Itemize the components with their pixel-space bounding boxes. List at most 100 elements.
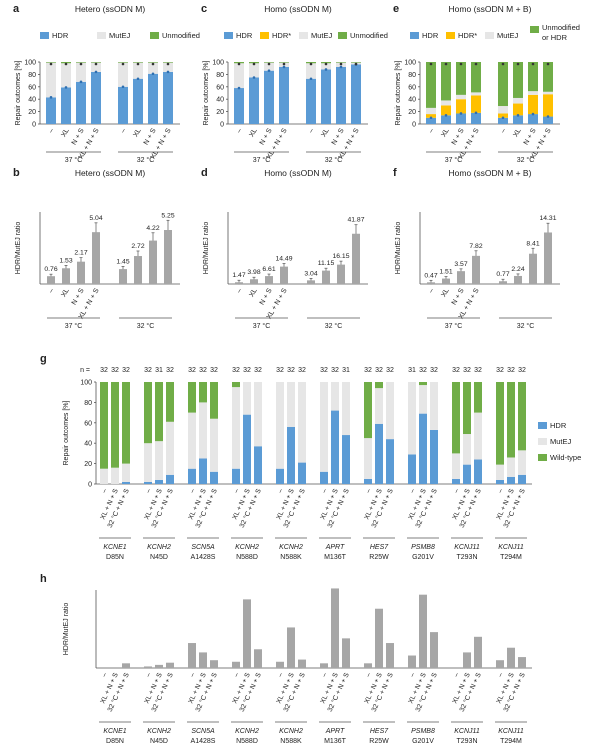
x-tick-label-h: – [497, 672, 505, 679]
data-point-e [531, 62, 535, 66]
n-value-g: 32 [188, 367, 196, 374]
bar-segment-c [351, 64, 361, 124]
y-axis-title-b: HDR/MutEJ ratio [15, 222, 22, 275]
ratio-bar-h [507, 647, 515, 668]
n-value-g: 31 [342, 367, 350, 374]
mutation-label-g: D85N [106, 554, 124, 561]
x-tick-label-e: – [500, 127, 508, 134]
ratio-bar-f [514, 275, 522, 284]
hdr-segment-g [210, 471, 218, 484]
x-tick-label-g: – [409, 488, 417, 495]
x-tick-label-c: N + S [331, 127, 346, 146]
y-e-tick-label: 0 [412, 122, 416, 129]
panel-letter-d: d [201, 167, 208, 179]
y-g-tick-label: 0 [88, 482, 92, 489]
x-tick-label-g: – [497, 488, 505, 495]
hdr-segment-g [298, 462, 306, 484]
hdr-segment-g [254, 446, 262, 484]
value-label-d: 16.15 [332, 253, 349, 260]
hdr-segment-g [144, 481, 152, 484]
ratio-bar-b [62, 268, 70, 284]
data-point-e [516, 114, 520, 117]
n-value-g: 32 [452, 367, 460, 374]
panel-letter-f: f [393, 167, 397, 179]
ratio-bar-h [419, 594, 427, 668]
temp-label-b: 32 °C [137, 322, 155, 330]
bar-segment-c [321, 62, 331, 64]
y-c-tick-label: 20 [216, 109, 224, 116]
wildtype-segment-g [496, 382, 504, 465]
x-tick-label-h: – [277, 672, 285, 679]
n-value-g: 32 [386, 367, 394, 374]
n-value-g: 32 [419, 367, 427, 374]
bar-segment-e [471, 112, 481, 124]
n-value-g: 32 [243, 367, 251, 374]
data-point-c [252, 76, 256, 79]
bar-segment-e [528, 114, 538, 124]
bar-segment-e [441, 115, 451, 124]
data-point-c [282, 65, 286, 69]
y-g-tick-label: 60 [84, 420, 92, 427]
y-c-tick-label: 80 [216, 72, 224, 79]
data-point-a [94, 62, 98, 66]
data-point-a [166, 62, 170, 66]
data-point-e [516, 62, 520, 66]
data-point-e [459, 112, 463, 115]
y-a-tick-label: 40 [28, 97, 36, 104]
bar-segment-e [513, 62, 523, 98]
data-point-c [267, 69, 271, 72]
legend-wildtype-g-label: Wild-type [550, 453, 581, 462]
ratio-bar-f [472, 255, 480, 284]
panel-title-b: Hetero (ssODN M) [75, 168, 146, 178]
mutation-label-h: N45D [150, 738, 168, 745]
gene-name-g: KCNH2 [279, 544, 303, 551]
legend-unmod-hdr-label-e: Unmodified [542, 23, 580, 32]
hdr-segment-g [375, 423, 383, 484]
y-axis-title-f: HDR/MutEJ ratio [395, 222, 402, 275]
panel-letter-g: g [40, 353, 47, 365]
n-value-g: 32 [144, 367, 152, 374]
x-tick-label-a: – [120, 127, 128, 134]
hdr-segment-g [122, 481, 130, 484]
data-point-c [339, 65, 343, 69]
x-tick-label-e: XL [440, 127, 450, 138]
ratio-bar-b [47, 276, 55, 284]
x-tick-label-f: N + S [451, 287, 466, 306]
mutej-segment-g [474, 412, 482, 460]
bar-segment-c [306, 63, 316, 79]
ratio-bar-b [77, 261, 85, 284]
bar-segment-e [543, 62, 553, 92]
value-label-d: 1.47 [232, 272, 245, 279]
y-a-tick-label: 80 [28, 72, 36, 79]
bar-segment-e [441, 62, 451, 101]
legend-unmod-a-label: Unmodified [162, 31, 200, 40]
value-label-f: 7.82 [469, 243, 482, 250]
x-tick-label-d: – [236, 287, 244, 294]
data-point-e [444, 114, 448, 117]
n-value-g: 32 [364, 367, 372, 374]
n-prefix-g: n = [80, 367, 90, 374]
bar-segment-e [426, 62, 436, 108]
bar-segment-c [264, 62, 274, 63]
bar-segment-a [163, 62, 173, 72]
bar-segment-a [163, 71, 173, 124]
bar-segment-c [306, 78, 316, 124]
data-point-a [64, 62, 68, 66]
y-a-tick-label: 60 [28, 84, 36, 91]
data-point-c [282, 62, 286, 66]
gene-name-g: PSMB8 [411, 544, 435, 551]
x-tick-label-g: – [233, 488, 241, 495]
wildtype-segment-g [188, 382, 196, 413]
mutej-segment-g [298, 382, 306, 463]
y-axis-title-c: Repair outcomes [%] [203, 60, 210, 125]
temp-label-a: 37 °C [65, 156, 83, 164]
ratio-bar-b [92, 232, 100, 284]
mutej-segment-g [243, 382, 251, 415]
data-point-e [546, 115, 550, 118]
value-label-f: 1.51 [439, 269, 452, 276]
bar-segment-a [133, 62, 143, 79]
legend-mutej-g-swatch [538, 438, 547, 445]
y-a-tick-label: 100 [24, 60, 36, 67]
hdr-segment-g [276, 468, 284, 484]
y-axis-title-d: HDR/MutEJ ratio [203, 222, 210, 275]
